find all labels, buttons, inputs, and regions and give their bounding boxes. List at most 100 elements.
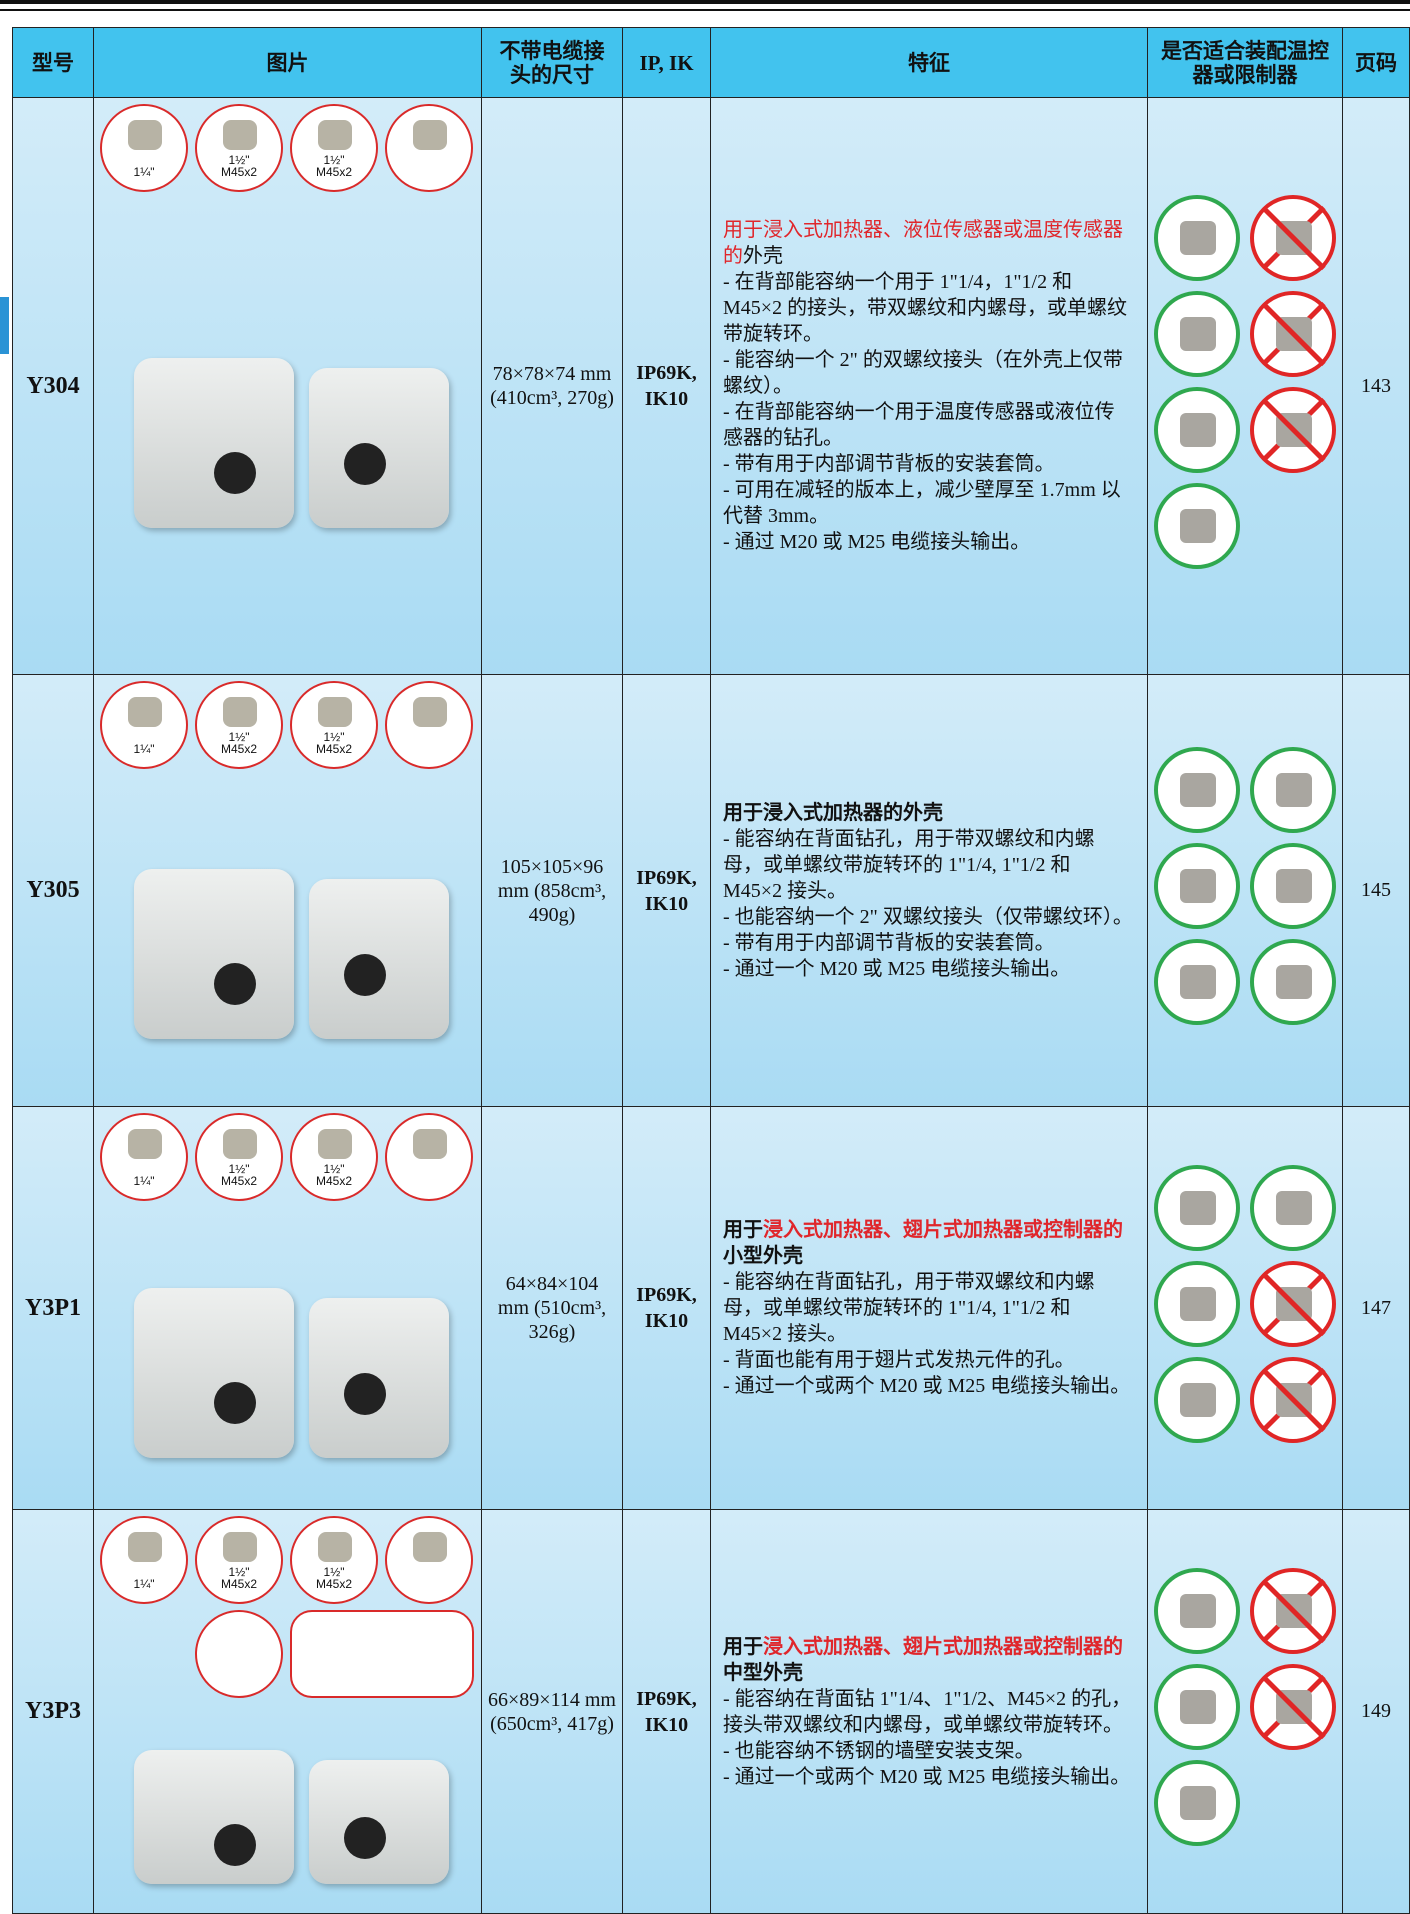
- accessory-image: [1276, 316, 1312, 351]
- fitting-icon: 1¼": [100, 1113, 188, 1201]
- features: 用于浸入式加热器、翅片式加热器或控制器的中型外壳 - 能容纳在背面钻 1"1/4、…: [723, 1634, 1133, 1790]
- compatible-icon: [1154, 194, 1240, 281]
- title-segment: 用于: [723, 1219, 763, 1241]
- compatible-icon: [1154, 843, 1240, 929]
- feature-item: - 通过 M20 或 M25 电缆接头输出。: [723, 531, 1031, 553]
- accessory-image: [1276, 1382, 1312, 1417]
- fitting-icon: [385, 681, 473, 769]
- ip-rating: IP69K, IK10: [623, 1107, 711, 1510]
- compatible-icon: [1154, 386, 1240, 473]
- fitting-icon: 1¼": [100, 681, 188, 769]
- feature-title: 用于浸入式加热器、翅片式加热器或控制器的小型外壳: [723, 1217, 1133, 1269]
- features: 用于浸入式加热器、液位传感器或温度传感器的外壳 - 在背部能容纳一个用于 1"1/…: [723, 217, 1133, 555]
- title-segment: 外壳: [743, 245, 783, 267]
- accessory-image: [1276, 1286, 1312, 1321]
- feature-title: 用于浸入式加热器的外壳: [723, 800, 1133, 826]
- accessory-image: [1180, 1286, 1216, 1321]
- top-rule: [0, 0, 1410, 4]
- accessory-image: [1180, 316, 1216, 351]
- fitting-icon: 1½" M45x2: [195, 104, 283, 192]
- picture-cell: 1¼" 1½" M45x2 1½" M45x2: [94, 675, 482, 1107]
- compat-cell: [1148, 1107, 1343, 1510]
- fitting-icon: [385, 1516, 473, 1604]
- features-cell: 用于浸入式加热器的外壳 - 能容纳在背面钻孔，用于带双螺纹和内螺母，或单螺纹带旋转…: [711, 675, 1148, 1107]
- fitting-image: [318, 697, 352, 727]
- fitting-icon: [385, 104, 473, 192]
- dimensions: 78×78×74 mm (410cm³, 270g): [482, 98, 623, 675]
- features-cell: 用于浸入式加热器、液位传感器或温度传感器的外壳 - 在背部能容纳一个用于 1"1/…: [711, 98, 1148, 675]
- picture-cell: 1¼" 1½" M45x2 1½" M45x2: [94, 1510, 482, 1914]
- fitting-icon: 1½" M45x2: [290, 1113, 378, 1201]
- fitting-image: [413, 1532, 447, 1562]
- fitting-label: 1½" M45x2: [315, 730, 353, 756]
- title-segment: 用于: [723, 1635, 763, 1658]
- fitting-icon: 1½" M45x2: [195, 1113, 283, 1201]
- incompatible-icon: [1250, 194, 1336, 281]
- model: Y3P1: [12, 1107, 94, 1510]
- feature-item: - 带有用于内部调节背板的安装套筒。: [723, 931, 1055, 954]
- compatible-icon: [1250, 747, 1336, 833]
- compat-cell: [1148, 98, 1343, 675]
- compatible-icon: [1154, 1356, 1240, 1443]
- accessory-image: [1180, 508, 1216, 543]
- feature-item: - 背面也能有用于翅片式发热元件的孔。: [723, 1349, 1075, 1371]
- cable-gland: [214, 962, 256, 1005]
- incompatible-icon: [1250, 386, 1336, 473]
- fitting-label: 1½" M45x2: [220, 153, 258, 179]
- compatible-icon: [1154, 1568, 1240, 1654]
- fitting-label: 1½" M45x2: [315, 1162, 353, 1188]
- title-segment: 用于浸入式加热器的外壳: [723, 801, 943, 824]
- title-segment: 中型外壳: [723, 1661, 803, 1684]
- compatible-icon: [1154, 1760, 1240, 1846]
- compatible-icon: [1250, 1164, 1336, 1251]
- product-photo: [134, 1288, 294, 1458]
- product-photo: [134, 1750, 294, 1884]
- accessory-image: [1180, 773, 1216, 807]
- accessory-image: [1180, 965, 1216, 999]
- compatible-icon: [1154, 290, 1240, 377]
- features: 用于浸入式加热器的外壳 - 能容纳在背面钻孔，用于带双螺纹和内螺母，或单螺纹带旋转…: [723, 800, 1133, 982]
- incompatible-icon: [1250, 290, 1336, 377]
- ip-rating: IP69K, IK10: [623, 675, 711, 1107]
- compat-cell: [1148, 1510, 1343, 1914]
- page-number: 143: [1343, 98, 1410, 675]
- feature-item: - 通过一个或两个 M20 或 M25 电缆接头输出。: [723, 1765, 1131, 1788]
- accessory-image: [1180, 1786, 1216, 1820]
- dimensions: 66×89×114 mm (650cm³, 417g): [482, 1510, 623, 1914]
- fitting-image: [413, 1129, 447, 1159]
- header-cell: 型号: [12, 27, 94, 98]
- compat-cell: [1148, 675, 1343, 1107]
- accessory-image: [1276, 1190, 1312, 1225]
- fitting-image: [318, 1129, 352, 1159]
- page-number: 145: [1343, 675, 1410, 1107]
- compatible-icon: [1154, 939, 1240, 1025]
- header-cell: 是否适合装配温控器或限制器: [1148, 27, 1343, 98]
- cable-gland: [214, 1381, 256, 1424]
- feature-item: - 能容纳一个 2" 的双螺纹接头（在外壳上仅带螺纹）。: [723, 349, 1123, 397]
- compatible-icon: [1154, 482, 1240, 569]
- dimensions: 64×84×104 mm (510cm³, 326g): [482, 1107, 623, 1510]
- feature-item: - 在背部能容纳一个用于 1"1/4，1"1/2 和 M45×2 的接头，带双螺…: [723, 271, 1128, 345]
- fitting-image: [223, 120, 257, 150]
- feature-title: 用于浸入式加热器、翅片式加热器或控制器的中型外壳: [723, 1634, 1133, 1686]
- fitting-label: 1½" M45x2: [315, 153, 353, 179]
- dimensions: 105×105×96 mm (858cm³, 490g): [482, 675, 623, 1107]
- accessory-image: [1276, 220, 1312, 255]
- incompatible-icon: [1250, 1664, 1336, 1750]
- ip-rating: IP69K, IK10: [623, 1510, 711, 1914]
- compatible-icon: [1154, 1164, 1240, 1251]
- title-segment: 小型外壳: [723, 1245, 803, 1267]
- fitting-label: 1¼": [133, 1174, 155, 1188]
- compatible-icon: [1154, 747, 1240, 833]
- header-cell: 特征: [711, 27, 1148, 98]
- compatible-icon: [1250, 843, 1336, 929]
- title-segment: 浸入式加热器、翅片式加热器或控制器的: [763, 1635, 1123, 1658]
- product-photo: [134, 358, 294, 528]
- cable-gland: [344, 1817, 386, 1859]
- accessory-image: [1276, 869, 1312, 903]
- fitting-label: 1½" M45x2: [315, 1565, 353, 1591]
- incompatible-icon: [1250, 1260, 1336, 1347]
- fitting-icon: [385, 1113, 473, 1201]
- fitting-icon: [195, 1610, 283, 1698]
